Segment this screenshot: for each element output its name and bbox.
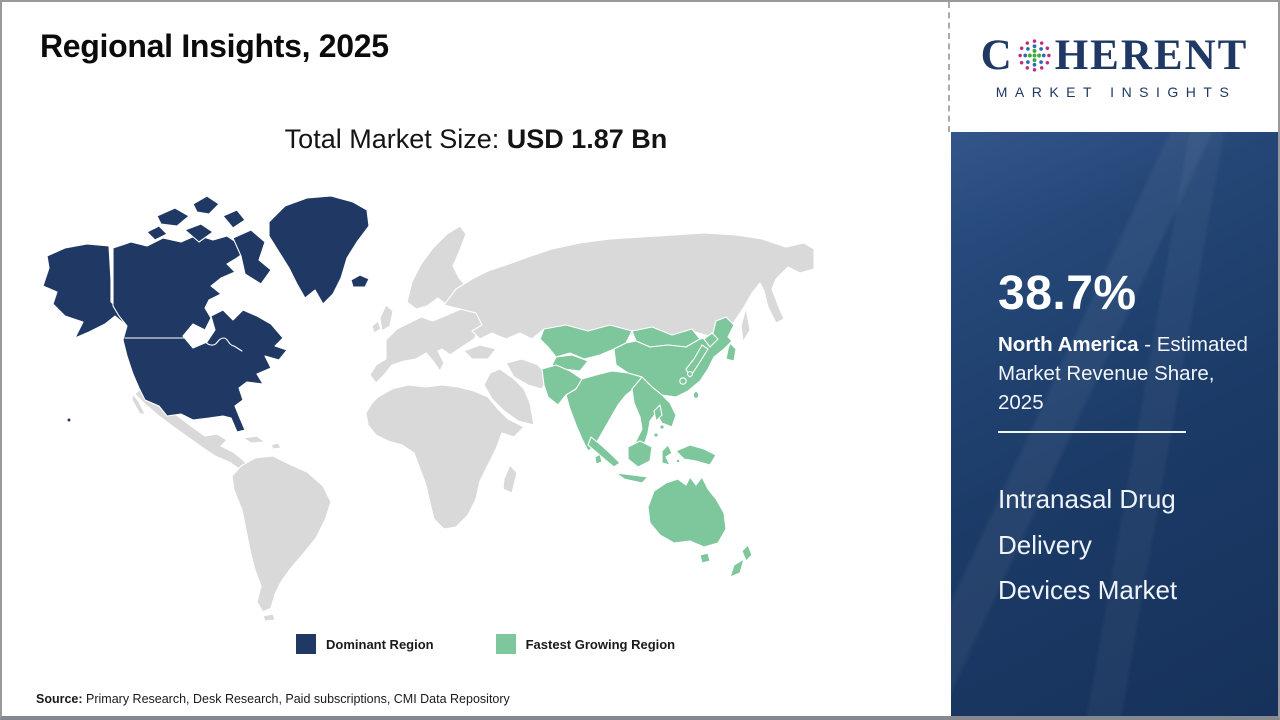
market-share-caption: - Estimated Market Revenue Share, 2025: [998, 333, 1248, 415]
market-size-label: Total Market Size:: [284, 124, 507, 154]
world-map-svg: [42, 195, 815, 622]
map-region-north-america: [42, 195, 370, 433]
fastest-growing-region-label: Fastest Growing Region: [525, 636, 676, 652]
divider-line: [998, 431, 1186, 434]
dotted-globe-icon: [1018, 39, 1051, 72]
logo-letter-c: C: [980, 32, 1014, 79]
world-map: [35, 188, 817, 626]
map-region-asia-pacific: [539, 316, 753, 578]
logo-letters-rest: HERENT: [1054, 32, 1249, 79]
map-region-rest-of-world: [131, 225, 815, 622]
market-share-description: North America - Estimated Market Revenue…: [998, 330, 1260, 417]
market-name: Intranasal Drug Delivery Devices Market: [998, 484, 1178, 606]
dominant-region-swatch: [296, 634, 316, 654]
page-title: Regional Insights, 2025: [40, 28, 389, 64]
source-text: Primary Research, Desk Research, Paid su…: [82, 692, 510, 706]
fastest-growing-region-swatch: [495, 634, 516, 654]
vertical-dashed-divider: [948, 2, 950, 132]
map-legend: Dominant Region Fastest Growing Region: [296, 634, 675, 654]
legend-item-dominant: Dominant Region: [296, 634, 434, 654]
source-label: Source:: [36, 692, 83, 706]
market-size-value: USD 1.87 Bn: [506, 124, 668, 154]
logo-wordmark: C HERENT: [981, 34, 1249, 77]
brand-logo: C HERENT MARKET IN: [951, 2, 1278, 132]
legend-item-fastest-growing: Fastest Growing Region: [495, 634, 676, 654]
highlight-sidebar: 38.7% North America - Estimated Market R…: [951, 132, 1278, 716]
source-note: Source: Primary Research, Desk Research,…: [36, 692, 510, 706]
total-market-size: Total Market Size: USD 1.87 Bn: [2, 124, 950, 155]
us-canada-border-line: [124, 337, 243, 352]
dominant-region-label: Dominant Region: [326, 636, 434, 652]
logo-subtitle: MARKET INSIGHTS: [995, 84, 1237, 100]
market-share-region: North America: [998, 333, 1139, 356]
market-share-value: 38.7%: [998, 267, 1137, 320]
